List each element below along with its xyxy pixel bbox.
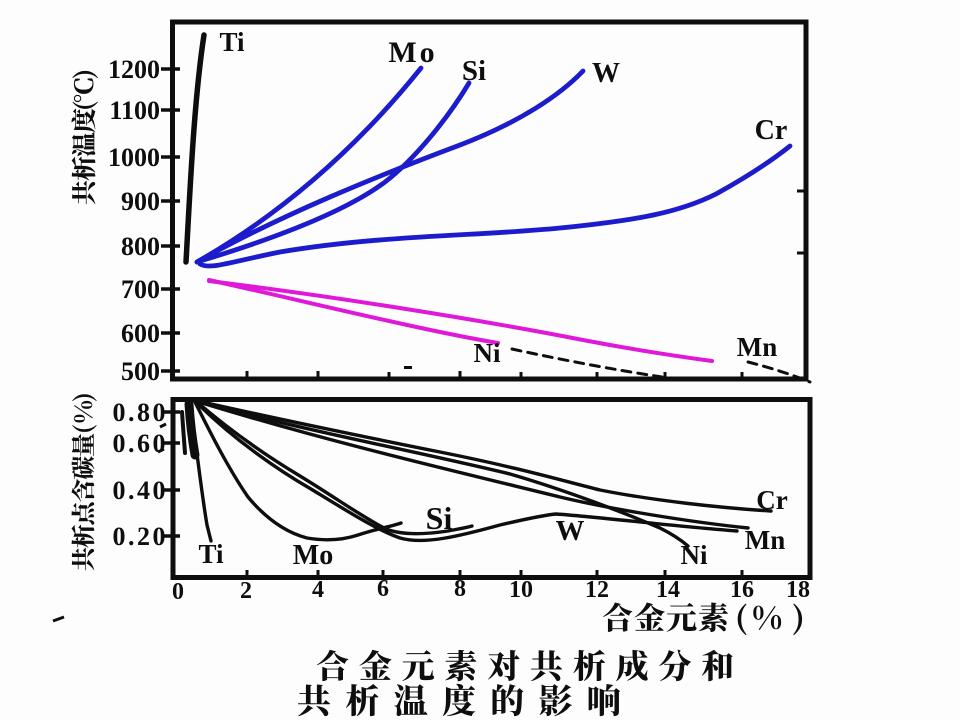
svg-text:0.60: 0.60 [113, 429, 169, 458]
svg-text:Ni: Ni [681, 540, 708, 570]
svg-text:Cr: Cr [756, 485, 787, 515]
svg-text:Ti: Ti [198, 539, 224, 569]
svg-text:16: 16 [730, 577, 754, 603]
svg-text:800: 800 [121, 232, 160, 261]
svg-text:Cr: Cr [755, 115, 788, 146]
svg-text:18: 18 [786, 577, 810, 603]
svg-text:6: 6 [377, 576, 389, 602]
svg-text:0.80: 0.80 [113, 398, 169, 427]
svg-text:0: 0 [172, 579, 184, 605]
svg-text:W: W [556, 515, 585, 547]
svg-text:Si: Si [462, 55, 486, 87]
svg-text:0.40: 0.40 [113, 476, 169, 505]
svg-text:14: 14 [656, 577, 680, 603]
svg-text:Mn: Mn [737, 332, 778, 362]
svg-text:Si: Si [426, 500, 453, 536]
svg-text:500: 500 [121, 357, 160, 386]
svg-text:Mn: Mn [745, 525, 786, 555]
svg-text:Mo: Mo [388, 36, 437, 69]
svg-text:8: 8 [454, 576, 466, 602]
svg-text:1000: 1000 [108, 143, 160, 172]
svg-text:12: 12 [585, 577, 609, 603]
svg-text:1100: 1100 [109, 96, 160, 125]
svg-text:900: 900 [121, 187, 160, 216]
svg-text:0.20: 0.20 [113, 522, 169, 551]
svg-text:4: 4 [312, 577, 324, 603]
svg-text:600: 600 [121, 319, 160, 348]
svg-text:1200: 1200 [108, 55, 160, 84]
svg-text:Mo: Mo [293, 540, 333, 571]
svg-text:Ti: Ti [219, 27, 245, 57]
svg-text:700: 700 [121, 275, 160, 304]
svg-text:10: 10 [509, 577, 533, 603]
svg-text:Ni: Ni [474, 338, 501, 368]
svg-text:W: W [592, 58, 620, 89]
svg-text:2: 2 [240, 578, 252, 604]
